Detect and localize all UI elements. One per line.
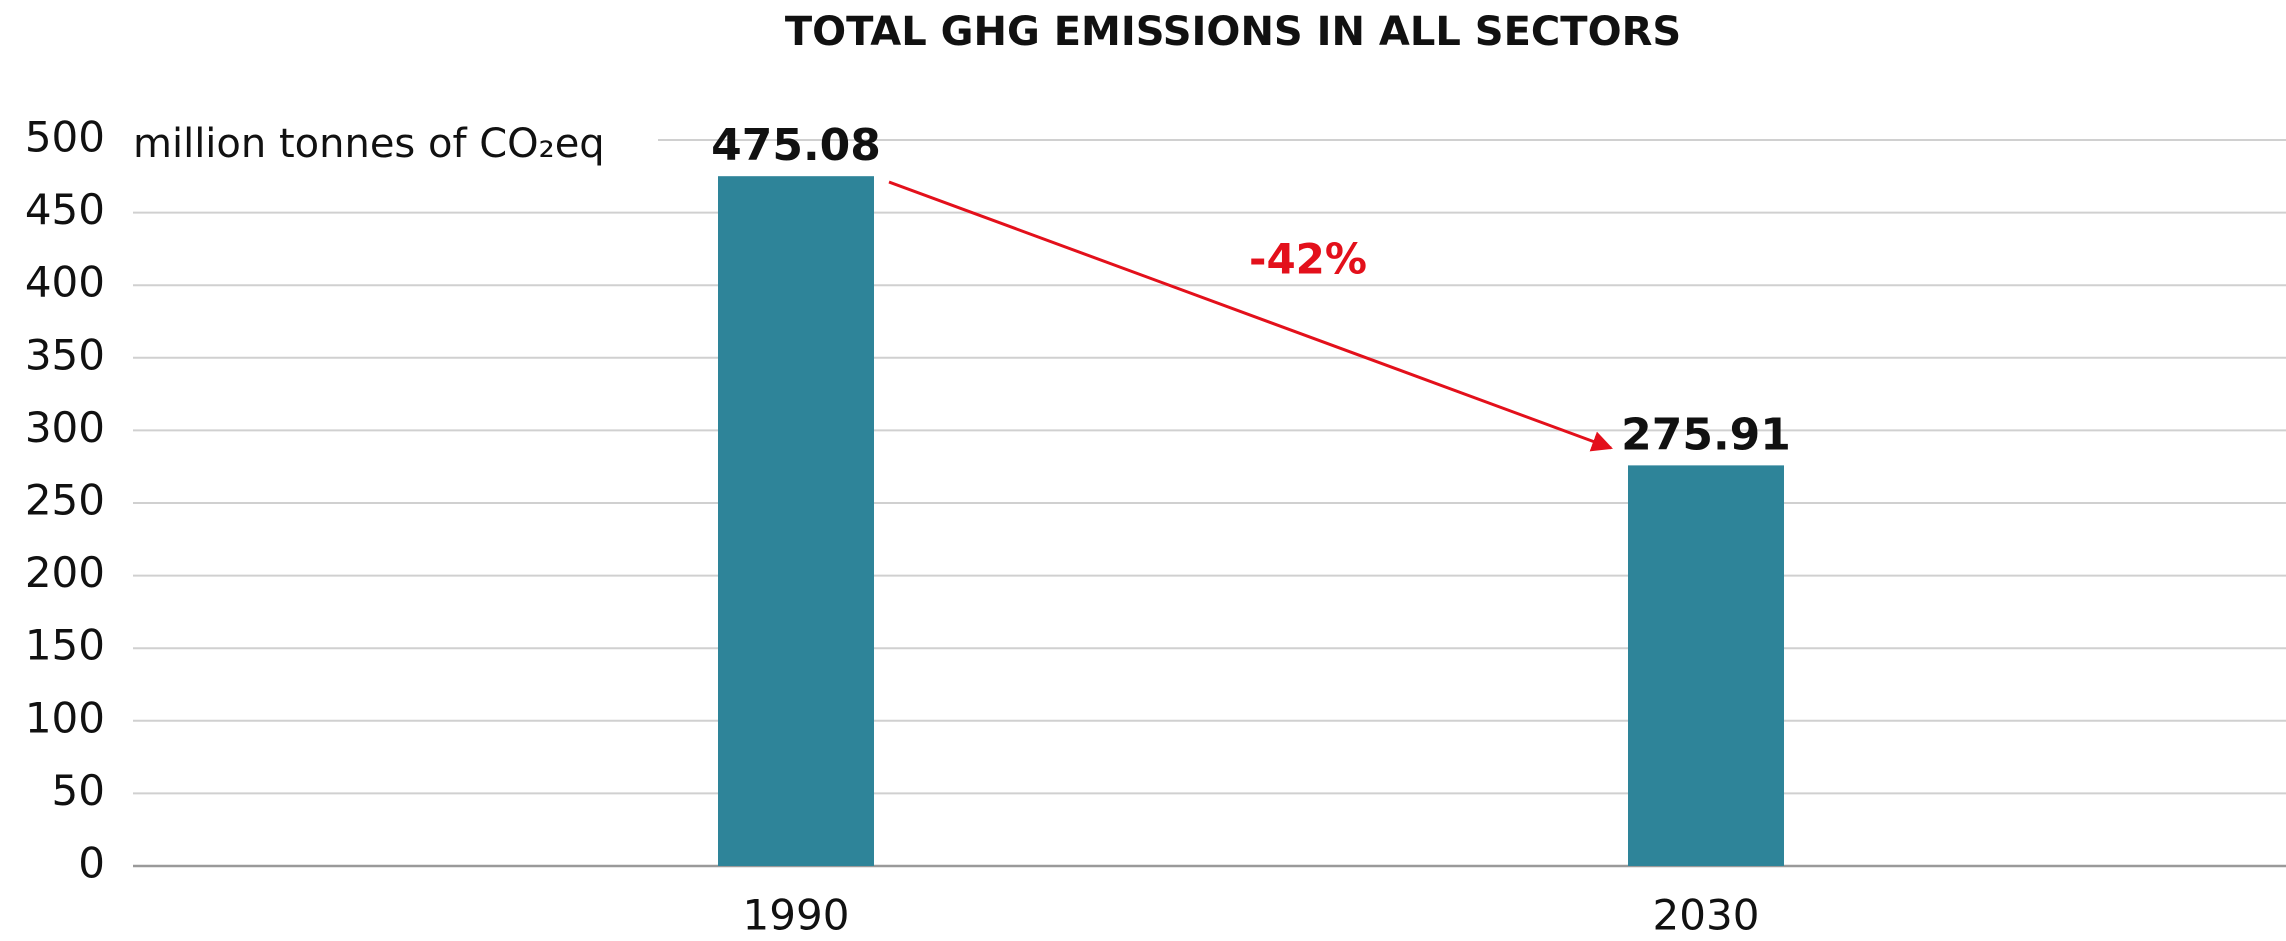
bar [1628,465,1784,866]
data-label: 475.08 [711,120,881,171]
y-tick-label: 150 [25,621,105,670]
y-tick-label: 100 [25,693,105,742]
y-tick-label: 500 [25,113,105,162]
y-tick-label: 0 [78,839,105,888]
x-tick-label: 2030 [1653,891,1760,940]
grid [133,139,2286,868]
chart-title: TOTAL GHG EMISSIONS IN ALL SECTORS [785,9,1681,55]
y-tick-label: 400 [25,258,105,307]
y-tick-label: 50 [52,766,105,815]
y-tick-label: 300 [25,403,105,452]
label-backdrop [128,122,658,172]
y-tick-label: 200 [25,548,105,597]
bar [718,176,874,866]
change-annotation: -42% [1249,235,1367,284]
data-label: 275.91 [1621,409,1791,460]
x-tick-label: 1990 [743,891,850,940]
y-axis-label: million tonnes of CO₂eq [133,121,605,167]
y-tick-label: 450 [25,185,105,234]
y-tick-label: 250 [25,476,105,525]
y-tick-label: 350 [25,330,105,379]
change-arrow [888,180,1613,452]
